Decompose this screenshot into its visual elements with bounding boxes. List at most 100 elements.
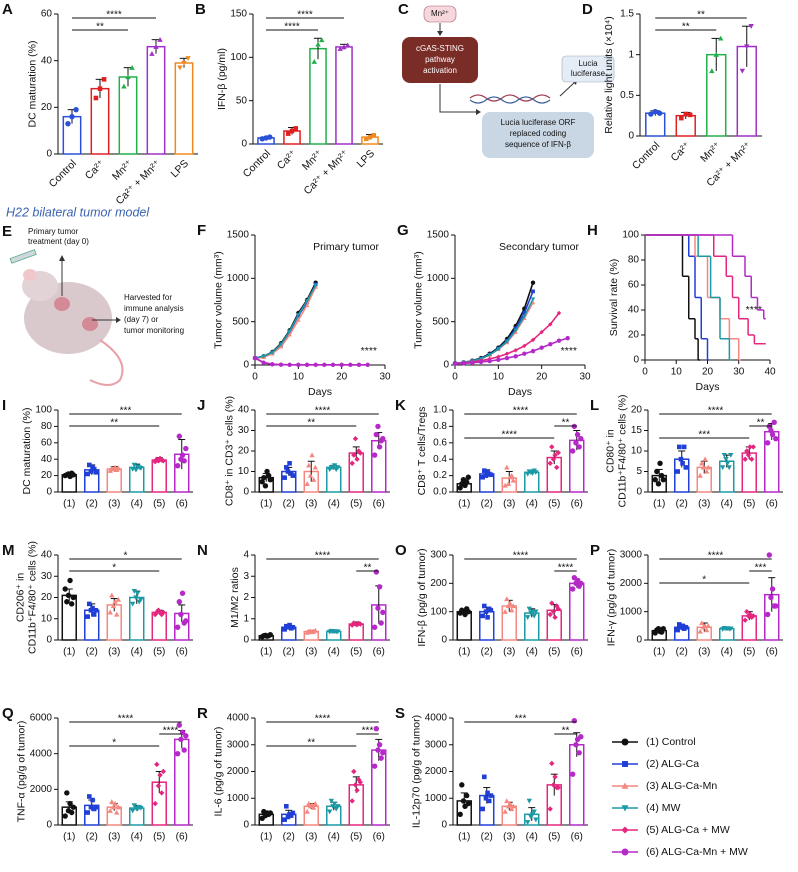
data-point <box>480 806 485 812</box>
x-tick-label: (5) <box>548 499 560 510</box>
line-point <box>556 338 562 343</box>
data-point <box>717 35 724 41</box>
line-point <box>278 344 284 349</box>
x-tick-label: (4) <box>328 499 340 510</box>
y-axis-label: IFN-γ (pg/g of tumor) <box>605 549 617 646</box>
data-point <box>748 456 755 462</box>
data-point <box>341 44 347 50</box>
x-tick-label: (3) <box>503 647 515 658</box>
data-point <box>267 810 274 816</box>
legend-marker <box>621 738 629 746</box>
x-tick-label: LPS <box>169 158 192 181</box>
mouse-ear <box>23 269 37 281</box>
y-axis-label: M1/M2 ratios <box>229 567 241 628</box>
x-tick-label: (1) <box>63 647 75 658</box>
pathway-label: activation <box>423 66 457 75</box>
x-tick-label: (4) <box>131 499 143 510</box>
y-axis-label: Relative light units (×10⁴) <box>603 16 615 133</box>
data-point <box>315 41 321 47</box>
data-point <box>93 470 99 475</box>
significance-label: **** <box>501 430 517 441</box>
data-point <box>533 609 539 615</box>
data-point <box>555 449 562 456</box>
reporter-label: replaced coding <box>510 129 566 138</box>
x-tick-label: (2) <box>86 832 98 843</box>
y-tick-label: 1500 <box>227 230 250 241</box>
primary-label: treatment (day 0) <box>28 237 89 246</box>
y-tick-label: 100 <box>230 52 247 63</box>
data-point <box>183 733 189 739</box>
y-tick-label: 0 <box>46 487 52 498</box>
reporter-box <box>482 112 594 158</box>
data-point <box>459 782 465 788</box>
data-point <box>133 467 139 473</box>
y-tick-label: 0 <box>46 149 52 160</box>
data-point <box>766 552 773 558</box>
data-point <box>326 809 333 815</box>
arrow-head <box>59 255 65 261</box>
data-point <box>282 817 287 822</box>
significance-label: **** <box>561 345 577 357</box>
data-point <box>115 465 122 471</box>
diagram-c: C Mn²⁺ cGAS-STING pathway activation Luc… <box>398 1 615 158</box>
x-tick-label: (5) <box>350 832 362 843</box>
data-point <box>750 444 757 450</box>
line-point <box>504 351 510 356</box>
significance-label: **** <box>315 406 331 417</box>
data-point <box>371 133 377 138</box>
panel-letter: K <box>395 397 406 414</box>
y-tick-label: 0 <box>243 635 249 646</box>
y-tick-label: 6000 <box>30 713 53 724</box>
data-point <box>70 594 77 601</box>
arrow-head <box>437 31 443 36</box>
panel-letter: S <box>395 705 405 722</box>
data-point <box>335 804 341 809</box>
y-tick-label: 1.0 <box>433 405 447 416</box>
data-point <box>87 794 92 799</box>
y-axis-label: IL-12p70 (pg/g of tumor) <box>410 715 422 828</box>
y-tick-label: 4000 <box>227 713 250 724</box>
significance-label: **** <box>361 345 377 357</box>
data-point <box>287 622 292 628</box>
data-point <box>533 817 539 823</box>
line-point <box>461 361 466 366</box>
x-tick-label: Mn²⁺ <box>110 157 136 183</box>
data-point <box>91 612 97 617</box>
data-point <box>354 622 360 628</box>
data-point <box>376 444 383 450</box>
x-tick-label: 30 <box>733 367 745 378</box>
line-point <box>556 310 562 316</box>
significance-label: * <box>112 563 116 574</box>
data-point <box>290 624 296 630</box>
arrow-head <box>476 109 481 115</box>
line-point <box>530 348 536 354</box>
y-tick-label: 1000 <box>620 606 643 617</box>
data-point <box>367 134 373 140</box>
series-line <box>254 284 317 359</box>
x-tick-label: (2) <box>676 647 688 658</box>
y-tick-label: 2000 <box>30 784 53 795</box>
panel-letter: C <box>398 1 409 18</box>
data-point <box>687 112 693 118</box>
x-tick-label: (2) <box>481 647 493 658</box>
y-tick-label: 0.8 <box>433 421 447 432</box>
line-point <box>322 362 327 368</box>
data-point <box>578 580 584 587</box>
data-point <box>482 468 487 473</box>
data-point <box>510 803 517 809</box>
y-tick-label: 100 <box>430 606 447 617</box>
significance-label: *** <box>515 714 527 725</box>
y-tick-label: 10 <box>631 446 643 457</box>
data-point <box>550 608 557 615</box>
input-box <box>423 5 457 23</box>
x-tick-label: 10 <box>671 367 683 378</box>
arrow <box>439 84 478 113</box>
line-point <box>330 362 336 368</box>
series-line <box>254 284 317 359</box>
x-tick-label: Ca²⁺ <box>275 147 300 172</box>
data-point <box>69 113 75 120</box>
y-tick-label: 0 <box>46 635 52 646</box>
data-point <box>85 810 90 815</box>
y-tick-label: 5 <box>636 466 642 477</box>
